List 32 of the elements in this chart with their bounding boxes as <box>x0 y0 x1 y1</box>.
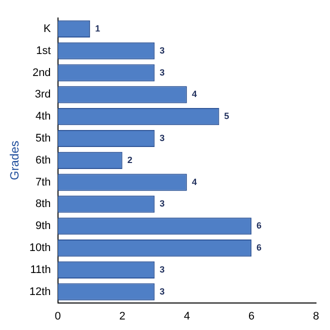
y-tick-label: 8th <box>36 198 51 210</box>
x-tick-label: 8 <box>312 310 320 322</box>
y-tick-label: 12th <box>29 286 51 298</box>
data-label: 4 <box>192 89 197 100</box>
data-label: 3 <box>160 264 165 274</box>
y-tick-label: 4th <box>36 110 51 123</box>
data-label: 6 <box>256 220 262 231</box>
y-tick-label: 5th <box>36 132 51 145</box>
y-tick-label: 1st <box>36 44 51 57</box>
data-label: 3 <box>160 132 165 143</box>
data-label: 1 <box>95 23 100 34</box>
y-tick-label: 9th <box>36 220 51 232</box>
data-label: 3 <box>160 45 165 56</box>
x-tick-label: 2 <box>119 310 126 322</box>
y-tick-label: 7th <box>36 176 51 188</box>
data-label: 3 <box>160 286 165 296</box>
x-tick-label: 6 <box>248 310 255 322</box>
y-tick-label: 3rd <box>34 88 51 101</box>
data-label: 4 <box>192 176 197 187</box>
y-tick-label: 11th <box>30 264 51 276</box>
y-tick-label: 10th <box>29 242 51 254</box>
y-tick-label: 6th <box>36 154 51 166</box>
data-label: 5 <box>224 111 230 122</box>
x-tick-label: 4 <box>184 310 190 322</box>
data-label: 3 <box>160 67 165 78</box>
data-label: 3 <box>160 198 165 209</box>
x-tick-label: 0 <box>54 310 61 322</box>
y-tick-label: 2nd <box>32 66 51 79</box>
data-label: 6 <box>256 242 262 253</box>
y-tick-label: K <box>43 22 52 35</box>
y-axis-title: Grades <box>8 140 22 180</box>
data-label: 2 <box>127 154 132 165</box>
